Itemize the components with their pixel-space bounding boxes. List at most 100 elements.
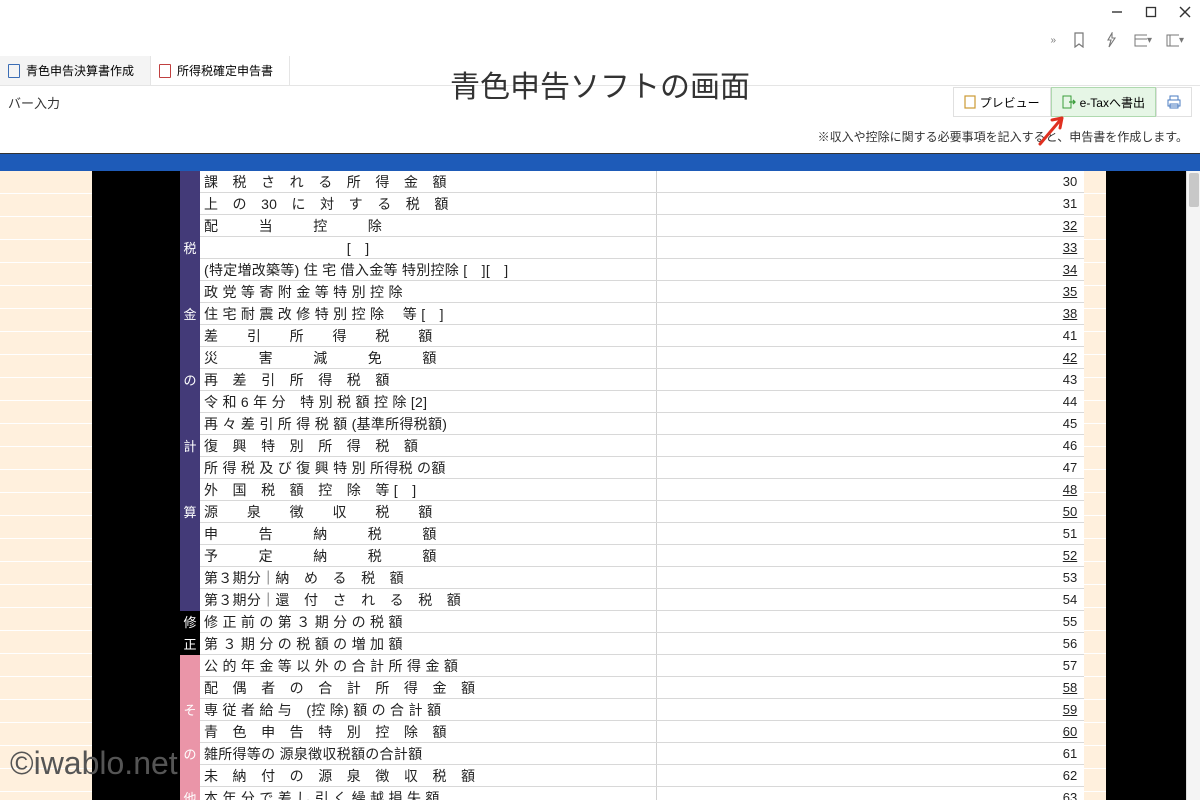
form-row[interactable]: そ専 従 者 給 与 (控 除) 額 の 合 計 額 [180,699,1056,721]
row-value-cell[interactable] [656,787,1056,800]
form-row[interactable]: 修修 正 前 の 第 ３ 期 分 の 税 額 [180,611,1056,633]
vertical-category-cell [180,347,200,369]
row-number: 33 [1056,237,1084,259]
form-rows-column: 課 税 さ れ る 所 得 金 額上 の 30 に 対 す る 税 額配 当 控… [180,171,1056,800]
row-value-cell[interactable] [656,545,1056,566]
row-label: 住 宅 耐 震 改 修 特 別 控 除 等 [ ] [200,304,656,324]
form-row[interactable]: 政 党 等 寄 附 金 等 特 別 控 除 [180,281,1056,303]
row-value-cell[interactable] [656,435,1056,456]
row-number: 38 [1056,303,1084,325]
calendar-icon[interactable]: ▾ [1134,31,1152,49]
form-row[interactable]: 災 害 減 免 額 [180,347,1056,369]
row-value-cell[interactable] [656,501,1056,522]
form-row[interactable]: 計復 興 特 別 所 得 税 額 [180,435,1056,457]
minimize-button[interactable] [1110,5,1124,19]
row-value-cell[interactable] [656,281,1056,302]
lightning-icon[interactable] [1102,31,1120,49]
doc-icon [8,64,20,78]
row-value-cell[interactable] [656,677,1056,698]
row-value-cell[interactable] [656,699,1056,720]
row-value-cell[interactable] [656,589,1056,610]
form-row[interactable]: 配 偶 者 の 合 計 所 得 金 額 [180,677,1056,699]
form-row[interactable]: 公 的 年 金 等 以 外 の 合 計 所 得 金 額 [180,655,1056,677]
vertical-category-cell [180,545,200,567]
row-value-cell[interactable] [656,347,1056,368]
form-row[interactable]: 税 [ ] [180,237,1056,259]
row-number: 35 [1056,281,1084,303]
form-row[interactable]: 予 定 納 税 額 [180,545,1056,567]
row-value-cell[interactable] [656,259,1056,280]
form-row[interactable]: 未 納 付 の 源 泉 徴 収 税 額 [180,765,1056,787]
row-value-cell[interactable] [656,171,1056,192]
ribbon-overflow-icon[interactable]: » [1050,35,1056,46]
tab-shinkokusho[interactable]: 所得税確定申告書 [151,56,290,85]
form-row[interactable]: 申 告 納 税 額 [180,523,1056,545]
vertical-category-cell: 金 [180,303,200,325]
close-button[interactable] [1178,5,1192,19]
vertical-category-cell [180,721,200,743]
form-row[interactable]: 配 当 控 除 [180,215,1056,237]
row-value-cell[interactable] [656,237,1056,258]
form-row[interactable]: 差 引 所 得 税 額 [180,325,1056,347]
form-row[interactable]: 算源 泉 徴 収 税 額 [180,501,1056,523]
vertical-category-cell [180,589,200,611]
row-label: 修 正 前 の 第 ３ 期 分 の 税 額 [200,612,656,632]
row-value-cell[interactable] [656,523,1056,544]
scroll-thumb[interactable] [1189,173,1199,207]
form-row[interactable]: 所 得 税 及 び 復 興 特 別 所得税 の額 [180,457,1056,479]
row-value-cell[interactable] [656,479,1056,500]
row-value-cell[interactable] [656,325,1056,346]
hint-text: ※収入や控除に関する必要事項を記入すると、申告書を作成します。 [0,100,1200,153]
form-row[interactable]: の再 差 引 所 得 税 額 [180,369,1056,391]
vertical-category-cell [180,677,200,699]
row-value-cell[interactable] [656,369,1056,390]
form-row[interactable]: 上 の 30 に 対 す る 税 額 [180,193,1056,215]
form-row[interactable]: 正第 ３ 期 分 の 税 額 の 増 加 額 [180,633,1056,655]
form-row[interactable]: 令 和 6 年 分 特 別 税 額 控 除 [2] [180,391,1056,413]
form-row[interactable]: (特定増改築等) 住 宅 借入金等 特別控除 [ ][ ] [180,259,1056,281]
tab-label: 所得税確定申告書 [177,62,273,79]
row-value-cell[interactable] [656,655,1056,676]
form-row[interactable]: 第３期分｜還 付 さ れ る 税 額 [180,589,1056,611]
row-number: 59 [1056,699,1084,721]
row-label: 令 和 6 年 分 特 別 税 額 控 除 [2] [200,392,656,412]
row-value-cell[interactable] [656,215,1056,236]
row-value-cell[interactable] [656,611,1056,632]
row-value-cell[interactable] [656,303,1056,324]
form-row[interactable]: 青 色 申 告 特 別 控 除 額 [180,721,1056,743]
row-label: 所 得 税 及 び 復 興 特 別 所得税 の額 [200,458,656,478]
box-icon[interactable]: ▾ [1166,31,1184,49]
form-row[interactable]: 金住 宅 耐 震 改 修 特 別 控 除 等 [ ] [180,303,1056,325]
row-value-cell[interactable] [656,567,1056,588]
row-number: 32 [1056,215,1084,237]
form-row[interactable]: の雑所得等の 源泉徴収税額の合計額 [180,743,1056,765]
form-row[interactable]: 外 国 税 額 控 除 等 [ ] [180,479,1056,501]
form-row[interactable]: 他本 年 分 で 差 し 引 く 繰 越 損 失 額 [180,787,1056,800]
row-label: 本 年 分 で 差 し 引 く 繰 越 損 失 額 [200,788,656,800]
row-value-cell[interactable] [656,391,1056,412]
restore-button[interactable] [1144,5,1158,19]
row-value-cell[interactable] [656,413,1056,434]
tab-label: 青色申告決算書作成 [26,62,134,79]
row-value-cell[interactable] [656,457,1056,478]
row-value-cell[interactable] [656,743,1056,764]
row-value-cell[interactable] [656,765,1056,786]
form-row[interactable]: 再 々 差 引 所 得 税 額 (基準所得税額) [180,413,1056,435]
content-area: ※収入や控除に関する必要事項を記入すると、申告書を作成します。 課 税 さ れ … [0,100,1200,800]
vertical-category-cell: の [180,743,200,765]
row-value-cell[interactable] [656,193,1056,214]
left-margin-stripes [0,171,92,800]
row-value-cell[interactable] [656,721,1056,742]
row-label: 源 泉 徴 収 税 額 [200,502,656,522]
form-row[interactable]: 課 税 さ れ る 所 得 金 額 [180,171,1056,193]
form-sheet: 課 税 さ れ る 所 得 金 額上 の 30 に 対 す る 税 額配 当 控… [0,171,1200,800]
row-label: 配 当 控 除 [200,216,656,236]
row-number: 31 [1056,193,1084,215]
scrollbar[interactable] [1186,171,1200,800]
tab-kessansho[interactable]: 青色申告決算書作成 [0,56,151,85]
form-row[interactable]: 第３期分｜納 め る 税 額 [180,567,1056,589]
row-value-cell[interactable] [656,633,1056,654]
row-number: 56 [1056,633,1084,655]
document-tabs: 青色申告決算書作成 所得税確定申告書 [0,56,1200,86]
bookmark-icon[interactable] [1070,31,1088,49]
